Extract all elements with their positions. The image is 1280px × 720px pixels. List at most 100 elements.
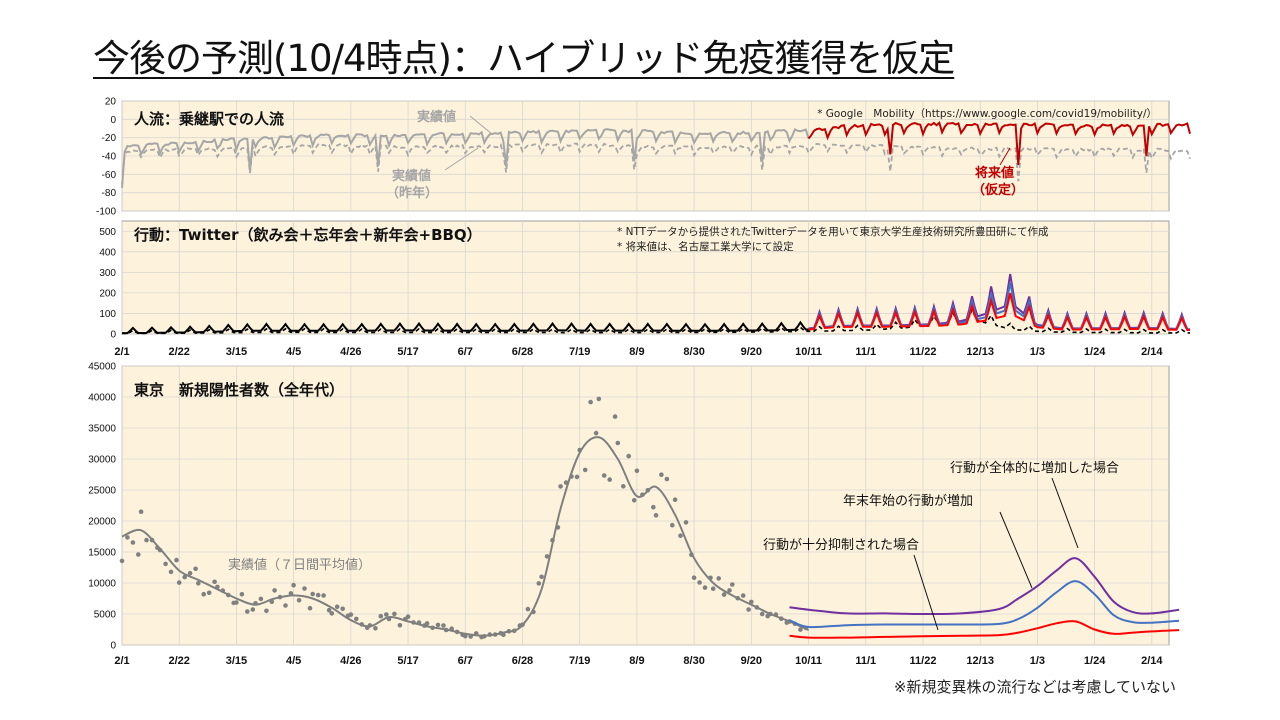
daily-case-dot	[659, 472, 664, 478]
mobility-title: 人流：乗継駅での人流	[134, 110, 284, 128]
y-tick-label: -80	[102, 188, 117, 199]
x-tick-label: 11/22	[910, 655, 937, 667]
daily-case-dot	[176, 580, 182, 585]
x-tick-label: 7/19	[569, 346, 590, 358]
daily-case-dot	[182, 574, 187, 580]
daily-case-dot	[125, 535, 130, 540]
daily-case-dot	[373, 626, 378, 631]
daily-case-dot	[558, 484, 563, 489]
footnote: ※新規変異株の流行などは考慮していない	[893, 678, 1176, 696]
x-tick-label: 6/7	[458, 655, 473, 667]
y-tick-label: -60	[102, 170, 117, 181]
daily-case-dot	[315, 592, 321, 598]
daily-case-dot	[206, 590, 212, 596]
x-tick-label: 1/3	[1030, 655, 1045, 667]
x-tick-label: 2/22	[169, 346, 190, 358]
daily-case-dot	[730, 582, 735, 587]
x-tick-label: 2/1	[114, 655, 129, 667]
cases-grid	[121, 365, 1169, 646]
cases-purple-line	[789, 557, 1180, 616]
daily-case-dot	[163, 561, 168, 567]
daily-case-dot	[702, 585, 708, 590]
mobility-source-note: * Google Mobility（https://www.google.com…	[817, 108, 1157, 120]
x-tick-label: 7/19	[569, 655, 590, 667]
y-tick-label: 0	[110, 115, 116, 126]
twitter-y-ticks: 500 400 300 200 100 0	[99, 227, 116, 341]
daily-case-dot	[634, 468, 640, 474]
x-tick-label: 12/13	[966, 346, 994, 358]
x-tick-label: 11/1	[855, 346, 876, 358]
daily-case-dot	[136, 552, 141, 557]
daily-case-dot	[193, 566, 198, 572]
x-tick-label: 10/11	[795, 655, 822, 667]
daily-case-dot	[258, 596, 264, 602]
daily-case-dot	[354, 616, 359, 622]
daily-case-dot	[759, 611, 765, 617]
x-tick-label: 11/1	[855, 655, 876, 667]
daily-case-dot	[329, 611, 335, 616]
daily-case-dot	[212, 579, 217, 585]
daily-case-dot	[588, 399, 593, 405]
x-tick-label: 11/22	[910, 346, 937, 358]
twitter-note-2: * 将来値は、名古屋工業大学にて設定	[617, 240, 794, 253]
daily-case-dot	[239, 592, 245, 597]
daily-case-dot	[651, 504, 656, 510]
x-tick-label: 6/7	[458, 346, 473, 358]
cases-lines	[121, 436, 1180, 639]
purple-leader	[1051, 477, 1079, 549]
x-tick-label: 8/30	[683, 655, 704, 667]
daily-case-dot	[727, 588, 732, 593]
actual-mobility-line	[121, 127, 810, 188]
daily-case-dot	[593, 430, 599, 436]
page-title: 今後の予測(10/4時点)：ハイブリッド免疫獲得を仮定	[93, 37, 955, 80]
last-year-sub-label: （昨年）	[386, 185, 438, 201]
last-year-leader	[444, 147, 479, 171]
y-tick-label: 20	[105, 97, 117, 108]
daily-case-dot	[264, 608, 269, 614]
daily-case-dot	[798, 627, 803, 632]
y-tick-label: 25000	[88, 486, 116, 497]
actual-label: 実績値	[417, 109, 456, 125]
daily-case-dot	[119, 558, 125, 564]
cases-x-ticks: 2/1 2/22 3/15 4/5 4/26 5/17 6/7 6/28 7/19 8/9 8/30…	[114, 655, 1163, 667]
daily-case-dot	[272, 588, 277, 593]
daily-case-dot	[626, 453, 631, 459]
daily-case-dot	[721, 592, 727, 597]
daily-case-dot	[392, 611, 397, 617]
y-tick-label: -100	[96, 207, 116, 218]
y-tick-label: 100	[99, 309, 116, 320]
y-tick-label: 200	[99, 288, 116, 299]
daily-case-dot	[441, 623, 446, 628]
x-tick-label: 2/1	[114, 346, 129, 358]
future-leader	[999, 147, 1011, 166]
daily-case-dot	[384, 612, 389, 617]
x-tick-label: 8/30	[683, 346, 704, 358]
y-tick-label: 0	[110, 330, 116, 341]
y-tick-label: 500	[99, 227, 116, 238]
daily-case-dot	[678, 533, 683, 538]
y-tick-label: 35000	[88, 424, 116, 435]
daily-case-dot	[596, 396, 602, 402]
daily-case-dot	[378, 613, 384, 619]
mobility-lines	[121, 121, 1191, 188]
daily-case-dot	[340, 606, 346, 612]
x-tick-label: 5/17	[397, 346, 418, 358]
cases-red-line	[789, 620, 1180, 639]
twitter-lines	[122, 273, 1191, 335]
x-tick-label: 1/24	[1084, 655, 1106, 667]
mobility-y-ticks: 20 0 -20 -40 -60 -80 -100	[96, 97, 116, 218]
x-tick-label: 3/15	[226, 655, 247, 667]
daily-case-dot	[612, 414, 618, 419]
x-tick-label: 2/14	[1141, 346, 1163, 358]
daily-case-dot	[291, 582, 296, 588]
y-tick-label: 15000	[88, 548, 116, 559]
x-tick-label: 8/9	[629, 346, 644, 358]
daily-case-dot	[424, 621, 430, 626]
daily-case-dot	[334, 604, 340, 610]
daily-case-dot	[691, 575, 697, 580]
twitter-grid	[121, 221, 1169, 335]
cases-blue-line	[789, 580, 1180, 629]
x-tick-label: 9/20	[741, 346, 762, 358]
mobility-panel: 20 0 -20 -40 -60 -80 -100 人流：乗継駅での人流 * Google …	[96, 97, 1191, 218]
